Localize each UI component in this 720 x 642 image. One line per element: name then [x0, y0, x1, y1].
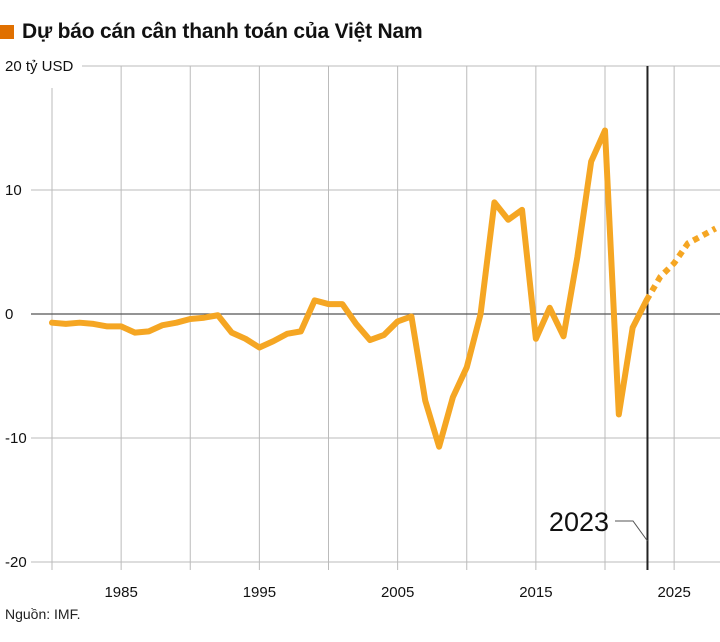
forecast-line — [643, 225, 718, 302]
annotation-leader-line — [615, 520, 648, 542]
y-tick-label: -20 — [5, 554, 27, 571]
actual-line — [49, 127, 650, 450]
chart-title: Dự báo cán cân thanh toán của Việt Nam — [22, 20, 423, 43]
x-tick-label: 1995 — [243, 584, 276, 601]
y-tick-label: 10 — [5, 182, 22, 199]
x-tick-label: 2005 — [381, 584, 414, 601]
title-accent-square — [0, 25, 14, 39]
x-tick-label: 2015 — [519, 584, 552, 601]
y-tick-label: 20 tỷ USD — [5, 58, 74, 75]
source-note: Nguồn: IMF. — [5, 606, 81, 622]
x-tick-label: 2025 — [657, 584, 690, 601]
chart-title-row: Dự báo cán cân thanh toán của Việt Nam — [0, 19, 423, 45]
x-tick-label: 1985 — [104, 584, 137, 601]
annotation-2023-label: 2023 — [549, 507, 609, 537]
y-tick-label: -10 — [5, 430, 27, 447]
y-tick-label: 0 — [5, 306, 13, 323]
